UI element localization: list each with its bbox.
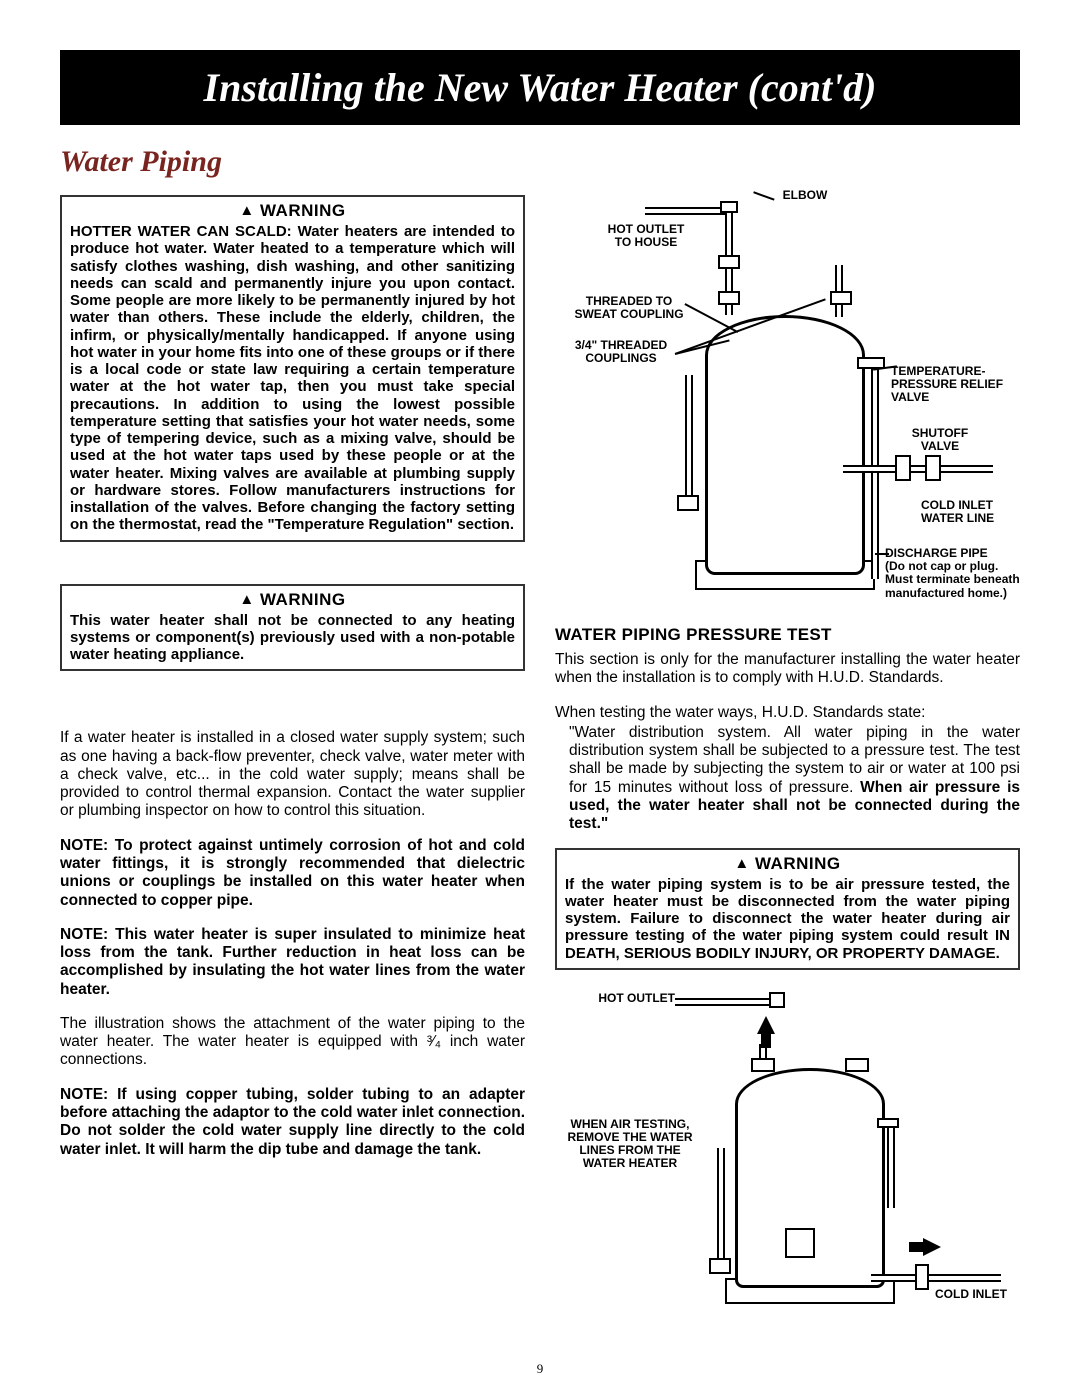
paragraph: The illustration shows the attachment of… xyxy=(60,1015,525,1070)
paragraph: If a water heater is installed in a clos… xyxy=(60,729,525,820)
section-title: Water Piping xyxy=(60,145,1020,179)
air-test-diagram: HOT OUTLET WHEN AIR TESTING, REMOVE THE … xyxy=(555,988,1020,1318)
note: NOTE: This water heater is super insulat… xyxy=(60,926,525,999)
label-elbow: ELBOW xyxy=(775,189,835,202)
water-piping-diagram: ELBOW HOT OUTLET TO HOUSE THREADED TO SW… xyxy=(555,195,1020,615)
warning-triangle-icon: ▲ xyxy=(239,202,254,219)
warning-box-scald: ▲ WARNING HOTTER WATER CAN SCALD: Water … xyxy=(60,195,525,542)
warning-head: WARNING xyxy=(260,201,346,220)
warning-body: If the water piping system is to be air … xyxy=(557,876,1018,968)
note: NOTE: To protect against untimely corros… xyxy=(60,837,525,910)
label-cold-inlet: COLD INLET WATER LINE xyxy=(921,499,1031,525)
page-number: 9 xyxy=(0,1361,1080,1377)
warning-body: This water heater shall not be connected… xyxy=(62,612,523,670)
note: NOTE: If using copper tubing, solder tub… xyxy=(60,1086,525,1159)
paragraph: This section is only for the manufacture… xyxy=(555,651,1020,688)
label-air-testing: WHEN AIR TESTING, REMOVE THE WATER LINES… xyxy=(555,1118,705,1171)
warning-head: WARNING xyxy=(260,590,346,609)
label-tpr: TEMPERATURE- PRESSURE RELIEF VALVE xyxy=(891,365,1021,405)
paragraph: When testing the water ways, H.U.D. Stan… xyxy=(555,704,1020,722)
page-title-bar: Installing the New Water Heater (cont'd) xyxy=(60,50,1020,125)
hud-quote: "Water distribution system. All water pi… xyxy=(555,724,1020,834)
warning-triangle-icon: ▲ xyxy=(734,855,749,872)
warning-triangle-icon: ▲ xyxy=(239,591,254,608)
label-shutoff: SHUTOFF VALVE xyxy=(895,427,985,453)
label-couplings: 3/4" THREADED COUPLINGS xyxy=(561,339,681,365)
label-hot-outlet-2: HOT OUTLET xyxy=(575,992,675,1005)
pressure-test-heading: WATER PIPING PRESSURE TEST xyxy=(555,625,1020,645)
warning-box-air-test: ▲ WARNING If the water piping system is … xyxy=(555,848,1020,970)
label-cold-inlet-2: COLD INLET xyxy=(935,1288,1035,1301)
warning-body: HOTTER WATER CAN SCALD: Water heaters ar… xyxy=(62,223,523,540)
warning-head: WARNING xyxy=(755,854,841,873)
warning-box-nonpotable: ▲ WARNING This water heater shall not be… xyxy=(60,584,525,672)
label-discharge: DISCHARGE PIPE (Do not cap or plug. Must… xyxy=(885,547,1045,600)
label-hot-outlet: HOT OUTLET TO HOUSE xyxy=(591,223,701,249)
label-threaded-sweat: THREADED TO SWEAT COUPLING xyxy=(569,295,689,321)
